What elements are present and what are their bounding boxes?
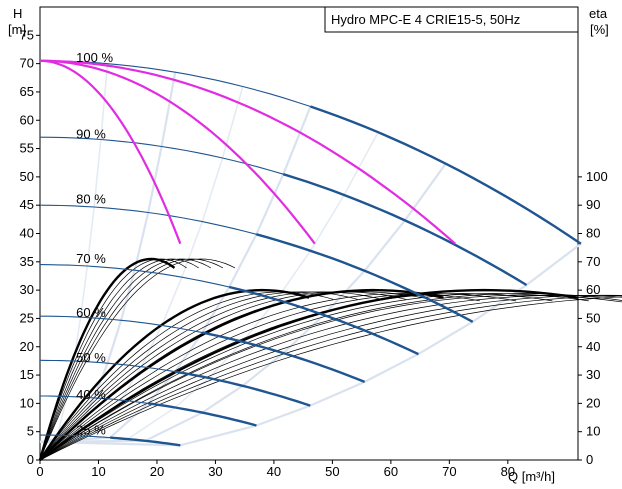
y-right-tick-label: 90 <box>586 197 600 212</box>
efficiency-curve <box>39 288 310 461</box>
speed-label: 50 % <box>76 350 106 365</box>
efficiency-curve <box>39 291 358 461</box>
y-right-tick-label: 50 <box>586 310 600 325</box>
efficiency-curve <box>39 295 622 461</box>
plot-frame <box>39 6 579 461</box>
y-left-tick-label: 10 <box>20 395 34 410</box>
y-left-axis-label: H <box>13 6 22 21</box>
qh-curves <box>39 60 582 447</box>
qh-curve-bold <box>256 233 474 323</box>
x-tick-label: 10 <box>91 464 105 479</box>
y-right-tick-label: 80 <box>586 226 600 241</box>
efficiency-curve <box>39 294 622 461</box>
y-right-tick-label: 70 <box>586 254 600 269</box>
x-tick-label: 60 <box>384 464 398 479</box>
efficiency-curve <box>39 258 199 461</box>
x-tick-label: 70 <box>442 464 456 479</box>
efficiency-curve <box>39 293 622 461</box>
y-left-tick-label: 20 <box>20 339 34 354</box>
qh-curve-bold <box>202 331 366 384</box>
speed-label: 80 % <box>76 192 106 207</box>
y-left-tick-label: 35 <box>20 254 34 269</box>
qh-curve-bold <box>282 173 528 287</box>
y-right-tick-label: 20 <box>586 395 600 410</box>
speed-label: 25 % <box>76 423 106 438</box>
efficiency-curve <box>39 258 211 461</box>
y-left-tick-labels: 0 5 10 15 20 25 30 35 40 45 50 55 60 65 70 75 <box>20 27 40 467</box>
efficiency-curve <box>39 288 579 461</box>
x-tick-label: 0 <box>36 464 43 479</box>
x-tick-label: 40 <box>267 464 281 479</box>
qh-curve-bold <box>310 105 582 245</box>
efficiency-curve <box>39 294 622 461</box>
efficiency-curve <box>39 258 224 461</box>
speed-labels: 100 % 90 % 80 % 70 % 60 % 50 % 40 % 25 % <box>76 50 113 438</box>
y-left-tick-label: 40 <box>20 226 34 241</box>
y-right-tick-label: 100 <box>586 169 608 184</box>
efficiency-curve <box>39 291 334 461</box>
efficiency-curve <box>38 257 176 461</box>
y-left-tick-label: 0 <box>27 452 34 467</box>
y-left-tick-label: 50 <box>20 169 34 184</box>
efficiency-curve <box>39 293 589 461</box>
speed-label: 60 % <box>76 305 106 320</box>
qh-curve-bold <box>148 402 257 427</box>
efficiency-curves <box>38 257 622 461</box>
efficiency-curve <box>39 258 187 461</box>
y-right-tick-label: 60 <box>586 282 600 297</box>
y-right-axis-label: eta <box>589 6 608 21</box>
efficiency-curve <box>39 291 382 461</box>
efficiency-curve <box>39 296 622 461</box>
y-right-tick-labels: 0 10 20 30 40 50 60 70 80 90 100 <box>578 169 608 467</box>
speed-label: 70 % <box>76 251 106 266</box>
title-box <box>324 6 579 33</box>
efficiency-curve <box>39 294 622 461</box>
y-left-axis-unit: [m] <box>8 22 26 37</box>
y-left-tick-label: 5 <box>27 424 34 439</box>
y-left-tick-label: 15 <box>20 367 34 382</box>
speed-label: 40 % <box>76 387 106 402</box>
qh-curve-bold <box>228 285 419 356</box>
x-tick-label: 20 <box>150 464 164 479</box>
x-tick-label: 80 <box>501 464 515 479</box>
speed-label: 100 % <box>76 50 113 65</box>
x-tick-label: 50 <box>325 464 339 479</box>
efficiency-curve <box>39 258 236 461</box>
x-axis-label: Q [m³/h] <box>508 469 555 484</box>
qh-curve-bold <box>174 370 311 407</box>
max-curve <box>39 59 456 245</box>
speed-label: 90 % <box>76 126 106 141</box>
y-right-tick-label: 0 <box>586 452 593 467</box>
max-curve <box>39 59 182 245</box>
system-curve <box>127 131 379 440</box>
y-right-tick-label: 40 <box>586 339 600 354</box>
y-right-tick-label: 10 <box>586 424 600 439</box>
qh-curve-bold <box>110 436 181 447</box>
chart-title: Hydro MPC-E 4 CRIE15-5, 50Hz <box>331 12 520 27</box>
y-right-axis-unit: [%] <box>590 22 609 37</box>
y-left-tick-label: 25 <box>20 310 34 325</box>
y-left-tick-label: 60 <box>20 112 34 127</box>
system-curve <box>91 86 244 437</box>
max-curve <box>39 59 316 245</box>
y-right-tick-label: 30 <box>586 367 600 382</box>
x-tick-labels: 0 10 20 30 40 50 60 70 80 <box>36 460 515 479</box>
y-left-tick-label: 70 <box>20 56 34 71</box>
y-left-tick-label: 30 <box>20 282 34 297</box>
max-curves <box>39 59 456 245</box>
y-left-tick-label: 65 <box>20 84 34 99</box>
system-curve <box>56 63 109 436</box>
y-left-tick-label: 45 <box>20 197 34 212</box>
y-left-tick-label: 75 <box>20 27 34 42</box>
x-tick-label: 30 <box>208 464 222 479</box>
y-left-tick-label: 55 <box>20 141 34 156</box>
